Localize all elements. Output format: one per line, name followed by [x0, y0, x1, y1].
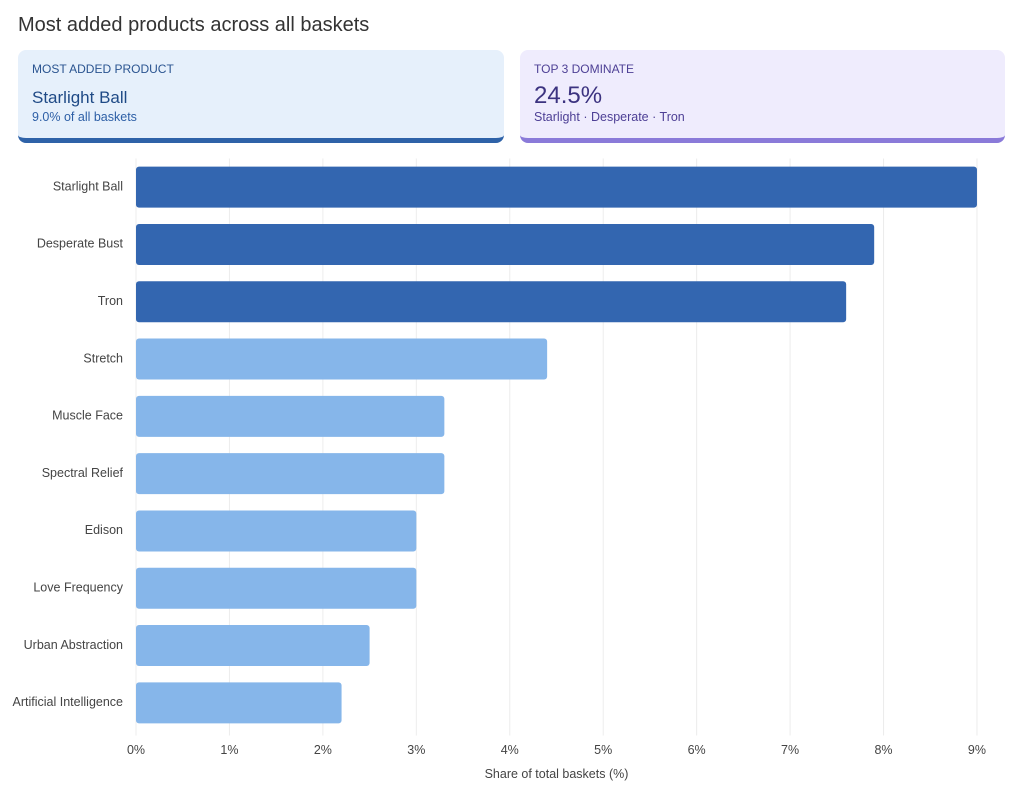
y-tick-label: Starlight Ball — [53, 179, 123, 193]
bar — [136, 682, 342, 724]
y-tick-label: Desperate Bust — [37, 237, 124, 251]
kpi-note: 9.0% of all baskets — [32, 110, 137, 124]
x-tick-label: 0% — [127, 743, 145, 757]
page-title: Most added products across all baskets — [18, 14, 370, 36]
x-axis-label: Share of total baskets (%) — [485, 767, 629, 781]
x-tick-label: 1% — [220, 743, 238, 757]
kpi-card: MOST ADDED PRODUCT Starlight Ball 9.0% o… — [18, 50, 504, 143]
x-tick-label: 3% — [407, 743, 425, 757]
bar — [136, 510, 417, 552]
y-tick-label: Love Frequency — [33, 581, 123, 595]
x-tick-label: 9% — [968, 743, 986, 757]
bar — [136, 338, 548, 380]
x-tick-label: 8% — [874, 743, 892, 757]
bar — [136, 395, 445, 437]
x-tick-label: 6% — [688, 743, 706, 757]
bar — [136, 567, 417, 609]
y-tick-label: Artificial Intelligence — [13, 695, 124, 709]
kpi-label: MOST ADDED PRODUCT — [32, 62, 174, 76]
y-tick-label: Edison — [85, 523, 123, 537]
y-tick-label: Muscle Face — [52, 409, 123, 423]
kpi-note: Starlight · Desperate · Tron — [534, 110, 685, 124]
x-tick-label: 4% — [501, 743, 519, 757]
kpi-label: TOP 3 DOMINATE — [534, 62, 635, 76]
bar — [136, 166, 977, 208]
y-tick-label: Stretch — [83, 351, 123, 365]
bar — [136, 453, 445, 495]
y-tick-label: Spectral Relief — [42, 466, 124, 480]
kpi-card: TOP 3 DOMINATE 24.5% Starlight · Despera… — [520, 50, 1005, 143]
x-tick-label: 2% — [314, 743, 332, 757]
y-tick-label: Tron — [98, 294, 123, 308]
bar — [136, 625, 370, 667]
y-tick-label: Urban Abstraction — [24, 638, 123, 652]
x-tick-label: 5% — [594, 743, 612, 757]
kpi-value: 24.5% — [534, 82, 603, 109]
kpi-value: Starlight Ball — [32, 88, 128, 107]
bar — [136, 223, 875, 265]
x-tick-label: 7% — [781, 743, 799, 757]
bar — [136, 281, 847, 323]
